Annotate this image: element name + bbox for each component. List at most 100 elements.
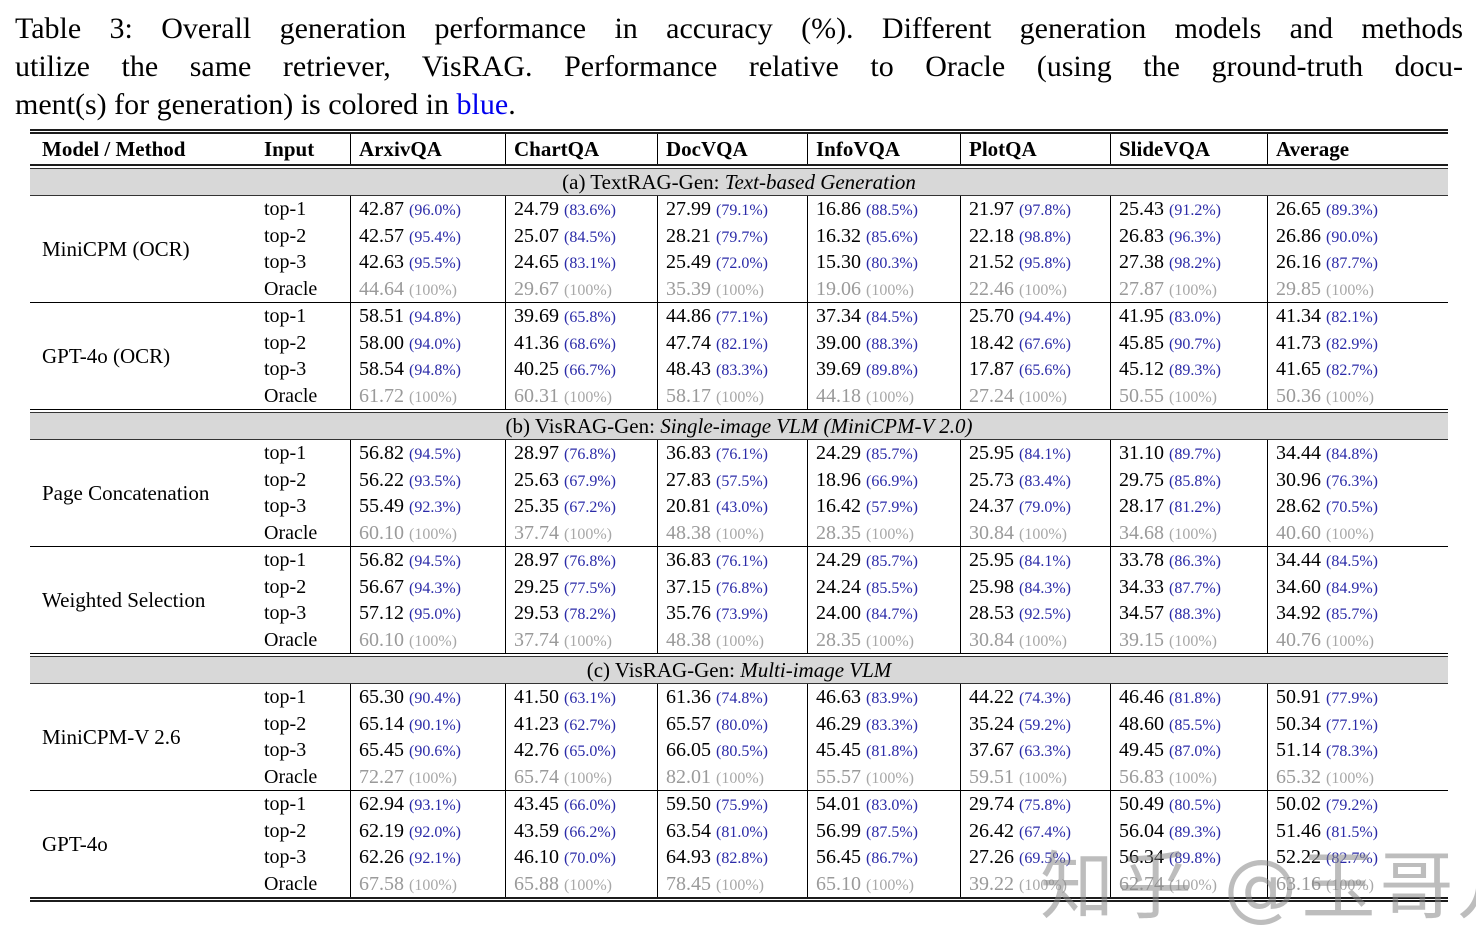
section-header-a: (a) TextRAG-Gen: Text-based Generation — [30, 168, 1448, 196]
score-value: 29.75 — [1119, 468, 1164, 491]
score-value: 19.06 — [816, 277, 861, 300]
score-percent: (81.8%) — [866, 743, 918, 760]
score-percent: (62.7%) — [564, 716, 616, 734]
score-percent: (94.0%) — [409, 335, 461, 353]
score-value: 51.46 — [1276, 819, 1321, 842]
score-cell: 25.95 (84.1%) — [960, 440, 1110, 467]
score-cell: 65.14 (90.1%) — [350, 710, 505, 737]
model-label: GPT-4o — [42, 831, 108, 856]
table-caption: Table 3: Overall generation performance … — [15, 10, 1463, 124]
score-cell: 64.93 (82.8%) — [657, 844, 807, 871]
score-percent: (90.1%) — [409, 716, 461, 734]
score-percent: (77.1%) — [716, 309, 768, 326]
column-header-model-method: Model / Method — [42, 137, 186, 161]
score-value: 25.49 — [666, 251, 711, 273]
score-value: 37.67 — [969, 739, 1014, 761]
score-value: 56.83 — [1119, 765, 1164, 788]
score-value: 28.35 — [816, 521, 861, 544]
score-percent: (100%) — [716, 388, 764, 406]
score-cell: 48.38 (100%) — [657, 626, 807, 653]
score-percent: (81.5%) — [1326, 823, 1378, 841]
score-percent: (89.7%) — [1169, 446, 1221, 463]
score-value: 58.00 — [359, 331, 404, 354]
score-percent: (82.8%) — [716, 850, 768, 867]
score-percent: (88.3%) — [866, 335, 918, 353]
caption-line-3-text: ment(s) for generation) is colored in — [15, 88, 457, 121]
column-header-chartqa: ChartQA — [505, 134, 657, 164]
score-percent: (75.8%) — [1019, 797, 1071, 814]
score-cell: 56.22 (93.5%) — [350, 466, 505, 493]
score-value: 55.49 — [359, 495, 404, 517]
model-label: Page Concatenation — [42, 480, 210, 505]
score-value: 43.59 — [514, 819, 559, 842]
score-cell: 37.34 (84.5%) — [807, 303, 960, 330]
input-label: top-1 — [264, 686, 307, 708]
section-label: (a) TextRAG-Gen: — [562, 170, 725, 194]
score-value: 65.32 — [1276, 765, 1321, 788]
score-cell: 29.25 (77.5%) — [505, 573, 657, 600]
score-percent: (94.8%) — [409, 362, 461, 379]
score-value: 43.45 — [514, 793, 559, 815]
score-percent: (100%) — [1326, 388, 1374, 406]
score-cell: 39.69 (89.8%) — [807, 356, 960, 383]
score-percent: (80.0%) — [716, 716, 768, 734]
model-group: MiniCPM-V 2.6 top-1 65.30 (90.4%) 41.50 (63.1… — [30, 684, 1448, 790]
score-percent: (95.5%) — [409, 255, 461, 272]
score-percent: (93.1%) — [409, 797, 461, 814]
score-percent: (89.3%) — [1326, 202, 1378, 219]
score-percent: (94.4%) — [1019, 309, 1071, 326]
score-percent: (100%) — [1019, 388, 1067, 406]
score-cell: 55.57 (100%) — [807, 763, 960, 790]
column-header-slidevqa: SlideVQA — [1110, 134, 1267, 164]
score-cell: 65.30 (90.4%) — [350, 684, 505, 711]
score-value: 27.26 — [969, 846, 1014, 868]
score-value: 60.10 — [359, 628, 404, 651]
input-label: top-1 — [264, 305, 307, 327]
score-value: 21.97 — [969, 198, 1014, 220]
score-percent: (67.2%) — [564, 499, 616, 516]
score-value: 61.72 — [359, 384, 404, 407]
score-value: 34.57 — [1119, 602, 1164, 624]
score-cell: 37.15 (76.8%) — [657, 573, 807, 600]
score-percent: (74.3%) — [1019, 690, 1071, 707]
score-percent: (100%) — [409, 388, 457, 406]
score-percent: (100%) — [716, 632, 764, 650]
score-cell: 15.30 (80.3%) — [807, 249, 960, 276]
score-value: 46.29 — [816, 712, 861, 735]
score-cell: 44.22 (74.3%) — [960, 684, 1110, 711]
score-cell: 27.26 (69.5%) — [960, 844, 1110, 871]
score-cell: 34.60 (84.9%) — [1267, 573, 1448, 600]
score-value: 44.22 — [969, 686, 1014, 708]
score-value: 59.50 — [666, 793, 711, 815]
score-percent: (83.1%) — [564, 255, 616, 272]
score-percent: (65.6%) — [1019, 362, 1071, 379]
score-cell: 24.37 (79.0%) — [960, 493, 1110, 520]
score-cell: 46.46 (81.8%) — [1110, 684, 1267, 711]
input-label: top-1 — [264, 549, 307, 571]
score-cell: 50.49 (80.5%) — [1110, 791, 1267, 818]
score-value: 39.15 — [1119, 628, 1164, 651]
score-value: 26.86 — [1276, 224, 1321, 247]
score-value: 29.74 — [969, 793, 1014, 815]
score-value: 56.04 — [1119, 819, 1164, 842]
score-cell: 46.29 (83.3%) — [807, 710, 960, 737]
score-percent: (96.0%) — [409, 202, 461, 219]
score-value: 67.58 — [359, 872, 404, 895]
score-value: 41.36 — [514, 331, 559, 354]
results-table: Model / Method Input ArxivQA ChartQA DocVQA I… — [30, 129, 1448, 902]
score-cell: 60.10 (100%) — [350, 519, 505, 546]
score-value: 78.45 — [666, 872, 711, 895]
score-cell: 46.10 (70.0%) — [505, 844, 657, 871]
input-label: top-3 — [264, 251, 307, 273]
score-cell: 46.63 (83.9%) — [807, 684, 960, 711]
score-value: 54.01 — [816, 793, 861, 815]
score-percent: (90.0%) — [1326, 228, 1378, 246]
score-value: 58.17 — [666, 384, 711, 407]
score-value: 60.31 — [514, 384, 559, 407]
score-percent: (87.5%) — [866, 823, 918, 841]
score-value: 26.42 — [969, 819, 1014, 842]
score-value: 44.18 — [816, 384, 861, 407]
score-percent: (66.9%) — [866, 472, 918, 490]
score-value: 30.96 — [1276, 468, 1321, 491]
score-percent: (89.8%) — [866, 362, 918, 379]
